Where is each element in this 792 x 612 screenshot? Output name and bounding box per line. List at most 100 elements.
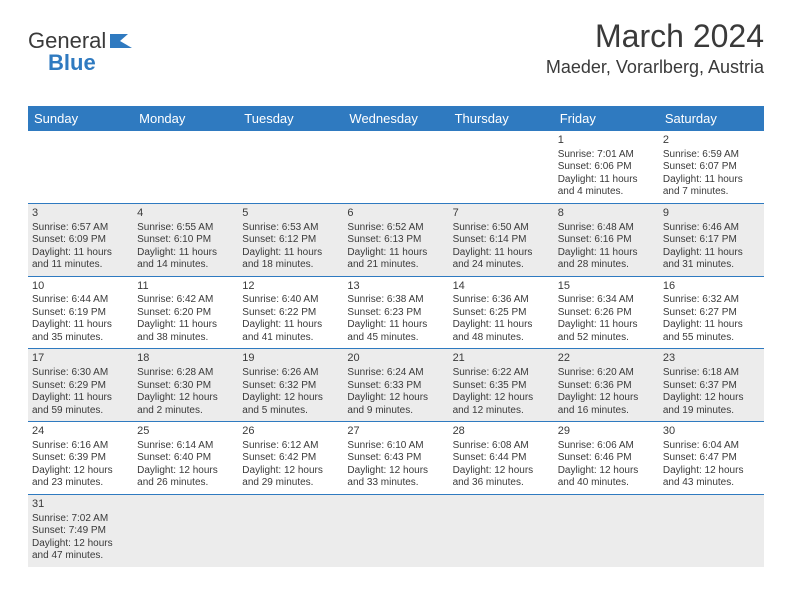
day-number: 11 xyxy=(137,280,234,294)
calendar-cell: 26Sunrise: 6:12 AMSunset: 6:42 PMDayligh… xyxy=(238,422,343,494)
daylight2-text: and 29 minutes. xyxy=(242,477,339,490)
calendar-cell: 2Sunrise: 6:59 AMSunset: 6:07 PMDaylight… xyxy=(659,131,764,203)
sunrise-text: Sunrise: 6:10 AM xyxy=(347,440,444,453)
calendar-cell: 9Sunrise: 6:46 AMSunset: 6:17 PMDaylight… xyxy=(659,204,764,276)
day-number: 27 xyxy=(347,425,444,439)
daylight1-text: Daylight: 12 hours xyxy=(558,465,655,478)
sunset-text: Sunset: 6:47 PM xyxy=(663,452,760,465)
sunset-text: Sunset: 6:23 PM xyxy=(347,307,444,320)
calendar-cell: 11Sunrise: 6:42 AMSunset: 6:20 PMDayligh… xyxy=(133,277,238,349)
daylight1-text: Daylight: 11 hours xyxy=(663,247,760,260)
sunrise-text: Sunrise: 6:26 AM xyxy=(242,367,339,380)
sunset-text: Sunset: 6:19 PM xyxy=(32,307,129,320)
daylight1-text: Daylight: 12 hours xyxy=(663,465,760,478)
calendar-cell xyxy=(449,131,554,203)
sunrise-text: Sunrise: 6:08 AM xyxy=(453,440,550,453)
sunset-text: Sunset: 6:09 PM xyxy=(32,234,129,247)
week-row: 1Sunrise: 7:01 AMSunset: 6:06 PMDaylight… xyxy=(28,131,764,204)
sunset-text: Sunset: 6:30 PM xyxy=(137,380,234,393)
daylight1-text: Daylight: 11 hours xyxy=(347,319,444,332)
daylight1-text: Daylight: 11 hours xyxy=(242,319,339,332)
day-number: 21 xyxy=(453,352,550,366)
daylight1-text: Daylight: 11 hours xyxy=(663,174,760,187)
calendar-cell xyxy=(554,495,659,567)
calendar-cell: 22Sunrise: 6:20 AMSunset: 6:36 PMDayligh… xyxy=(554,349,659,421)
calendar: Sunday Monday Tuesday Wednesday Thursday… xyxy=(28,106,764,567)
sunrise-text: Sunrise: 6:42 AM xyxy=(137,294,234,307)
calendar-cell: 8Sunrise: 6:48 AMSunset: 6:16 PMDaylight… xyxy=(554,204,659,276)
daylight2-text: and 45 minutes. xyxy=(347,332,444,345)
day-number: 18 xyxy=(137,352,234,366)
daylight2-text: and 59 minutes. xyxy=(32,405,129,418)
calendar-cell: 20Sunrise: 6:24 AMSunset: 6:33 PMDayligh… xyxy=(343,349,448,421)
sunset-text: Sunset: 6:35 PM xyxy=(453,380,550,393)
daylight2-text: and 18 minutes. xyxy=(242,259,339,272)
daylight2-text: and 7 minutes. xyxy=(663,186,760,199)
daylight1-text: Daylight: 12 hours xyxy=(663,392,760,405)
sunrise-text: Sunrise: 6:38 AM xyxy=(347,294,444,307)
sunset-text: Sunset: 6:16 PM xyxy=(558,234,655,247)
day-number: 28 xyxy=(453,425,550,439)
sunset-text: Sunset: 6:36 PM xyxy=(558,380,655,393)
sunrise-text: Sunrise: 6:40 AM xyxy=(242,294,339,307)
calendar-cell: 1Sunrise: 7:01 AMSunset: 6:06 PMDaylight… xyxy=(554,131,659,203)
calendar-cell xyxy=(343,131,448,203)
day-number: 24 xyxy=(32,425,129,439)
calendar-cell: 4Sunrise: 6:55 AMSunset: 6:10 PMDaylight… xyxy=(133,204,238,276)
logo-text-blue: Blue xyxy=(48,50,96,76)
sunset-text: Sunset: 6:07 PM xyxy=(663,161,760,174)
sunset-text: Sunset: 6:46 PM xyxy=(558,452,655,465)
sunset-text: Sunset: 6:22 PM xyxy=(242,307,339,320)
sunrise-text: Sunrise: 6:50 AM xyxy=(453,222,550,235)
daylight2-text: and 31 minutes. xyxy=(663,259,760,272)
calendar-cell xyxy=(238,131,343,203)
day-number: 20 xyxy=(347,352,444,366)
sunset-text: Sunset: 6:13 PM xyxy=(347,234,444,247)
calendar-cell xyxy=(133,131,238,203)
daylight1-text: Daylight: 11 hours xyxy=(558,319,655,332)
calendar-cell: 18Sunrise: 6:28 AMSunset: 6:30 PMDayligh… xyxy=(133,349,238,421)
daylight1-text: Daylight: 12 hours xyxy=(453,392,550,405)
location-text: Maeder, Vorarlberg, Austria xyxy=(546,57,764,78)
day-number: 17 xyxy=(32,352,129,366)
daylight1-text: Daylight: 11 hours xyxy=(453,319,550,332)
daylight2-text: and 55 minutes. xyxy=(663,332,760,345)
daylight1-text: Daylight: 11 hours xyxy=(32,392,129,405)
sunrise-text: Sunrise: 6:14 AM xyxy=(137,440,234,453)
week-row: 10Sunrise: 6:44 AMSunset: 6:19 PMDayligh… xyxy=(28,277,764,350)
day-number: 31 xyxy=(32,498,129,512)
sunrise-text: Sunrise: 6:53 AM xyxy=(242,222,339,235)
day-number: 7 xyxy=(453,207,550,221)
daylight2-text: and 41 minutes. xyxy=(242,332,339,345)
day-number: 2 xyxy=(663,134,760,148)
daylight2-text: and 26 minutes. xyxy=(137,477,234,490)
daylight2-text: and 4 minutes. xyxy=(558,186,655,199)
sunset-text: Sunset: 6:25 PM xyxy=(453,307,550,320)
sunset-text: Sunset: 6:44 PM xyxy=(453,452,550,465)
month-title: March 2024 xyxy=(546,18,764,55)
daylight2-text: and 12 minutes. xyxy=(453,405,550,418)
calendar-cell: 7Sunrise: 6:50 AMSunset: 6:14 PMDaylight… xyxy=(449,204,554,276)
daylight1-text: Daylight: 12 hours xyxy=(347,392,444,405)
sunset-text: Sunset: 6:26 PM xyxy=(558,307,655,320)
sunrise-text: Sunrise: 6:06 AM xyxy=(558,440,655,453)
daylight2-text: and 43 minutes. xyxy=(663,477,760,490)
week-row: 24Sunrise: 6:16 AMSunset: 6:39 PMDayligh… xyxy=(28,422,764,495)
calendar-cell: 6Sunrise: 6:52 AMSunset: 6:13 PMDaylight… xyxy=(343,204,448,276)
daylight2-text: and 38 minutes. xyxy=(137,332,234,345)
calendar-cell: 21Sunrise: 6:22 AMSunset: 6:35 PMDayligh… xyxy=(449,349,554,421)
daylight2-text: and 48 minutes. xyxy=(453,332,550,345)
sunset-text: Sunset: 6:12 PM xyxy=(242,234,339,247)
calendar-cell: 10Sunrise: 6:44 AMSunset: 6:19 PMDayligh… xyxy=(28,277,133,349)
sunrise-text: Sunrise: 6:48 AM xyxy=(558,222,655,235)
daylight1-text: Daylight: 12 hours xyxy=(242,465,339,478)
sunset-text: Sunset: 6:10 PM xyxy=(137,234,234,247)
calendar-cell: 3Sunrise: 6:57 AMSunset: 6:09 PMDaylight… xyxy=(28,204,133,276)
day-number: 22 xyxy=(558,352,655,366)
day-number: 3 xyxy=(32,207,129,221)
daylight2-text: and 52 minutes. xyxy=(558,332,655,345)
sunrise-text: Sunrise: 6:12 AM xyxy=(242,440,339,453)
day-header-thursday: Thursday xyxy=(449,106,554,131)
calendar-cell: 14Sunrise: 6:36 AMSunset: 6:25 PMDayligh… xyxy=(449,277,554,349)
day-number: 10 xyxy=(32,280,129,294)
